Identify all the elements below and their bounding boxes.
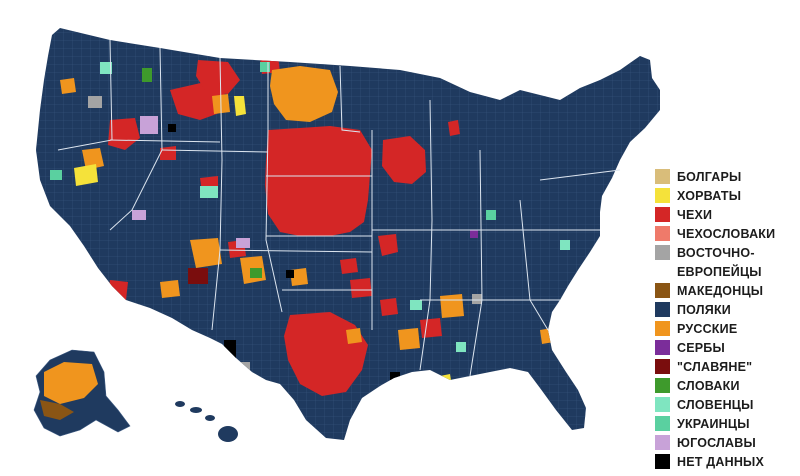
legend-item: СЕРБЫ	[655, 339, 800, 358]
legend-item: УКРАИНЦЫ	[655, 415, 800, 434]
legend-label: СЕРБЫ	[677, 341, 725, 355]
legend-label: ЧЕХОСЛОВАКИ	[677, 227, 776, 241]
legend-label: ВОСТОЧНО- ЕВРОПЕЙЦЫ	[677, 246, 762, 279]
legend-swatch	[655, 340, 670, 355]
legend-label: БОЛГАРЫ	[677, 170, 742, 184]
legend-swatch	[655, 188, 670, 203]
legend-label: СЛОВАКИ	[677, 379, 740, 393]
legend-swatch	[655, 378, 670, 393]
legend-label: НЕТ ДАННЫХ	[677, 455, 765, 469]
legend-swatch	[655, 226, 670, 241]
legend-item: МАКЕДОНЦЫ	[655, 282, 800, 301]
legend-label: "СЛАВЯНЕ"	[677, 360, 753, 374]
legend-item: ХОРВАТЫ	[655, 187, 800, 206]
legend-swatch	[655, 321, 670, 336]
legend-label: ЧЕХИ	[677, 208, 713, 222]
legend-swatch	[655, 283, 670, 298]
legend-swatch	[655, 397, 670, 412]
legend-label: ЮГОСЛАВЫ	[677, 436, 756, 450]
legend-item: ПОЛЯКИ	[655, 301, 800, 320]
legend-label: МАКЕДОНЦЫ	[677, 284, 764, 298]
legend-swatch	[655, 169, 670, 184]
legend-swatch	[655, 302, 670, 317]
legend-label: ПОЛЯКИ	[677, 303, 731, 317]
legend-item: РУССКИЕ	[655, 320, 800, 339]
state-borders	[57, 39, 621, 377]
legend-item: НЕТ ДАННЫХ	[655, 453, 800, 472]
hawaii	[175, 401, 238, 442]
legend-item: ЮГОСЛАВЫ	[655, 434, 800, 453]
legend: БОЛГАРЫ ХОРВАТЫ ЧЕХИ ЧЕХОСЛОВАКИ ВОСТОЧНО- Е…	[655, 168, 800, 472]
legend-item: ЧЕХОСЛОВАКИ	[655, 225, 800, 244]
legend-label: РУССКИЕ	[677, 322, 738, 336]
legend-swatch	[655, 454, 670, 469]
legend-label: УКРАИНЦЫ	[677, 417, 750, 431]
legend-item: БОЛГАРЫ	[655, 168, 800, 187]
legend-label: ХОРВАТЫ	[677, 189, 742, 203]
legend-item: СЛОВАКИ	[655, 377, 800, 396]
legend-swatch	[655, 207, 670, 222]
legend-item: ВОСТОЧНО- ЕВРОПЕЙЦЫ	[655, 244, 800, 282]
legend-item: СЛОВЕНЦЫ	[655, 396, 800, 415]
legend-swatch	[655, 245, 670, 260]
legend-swatch	[655, 359, 670, 374]
alaska	[33, 349, 131, 437]
legend-item: ЧЕХИ	[655, 206, 800, 225]
legend-swatch	[655, 416, 670, 431]
legend-item: "СЛАВЯНЕ"	[655, 358, 800, 377]
legend-label: СЛОВЕНЦЫ	[677, 398, 754, 412]
slovenian-ukrainian-regions	[50, 62, 570, 352]
legend-swatch	[655, 435, 670, 450]
